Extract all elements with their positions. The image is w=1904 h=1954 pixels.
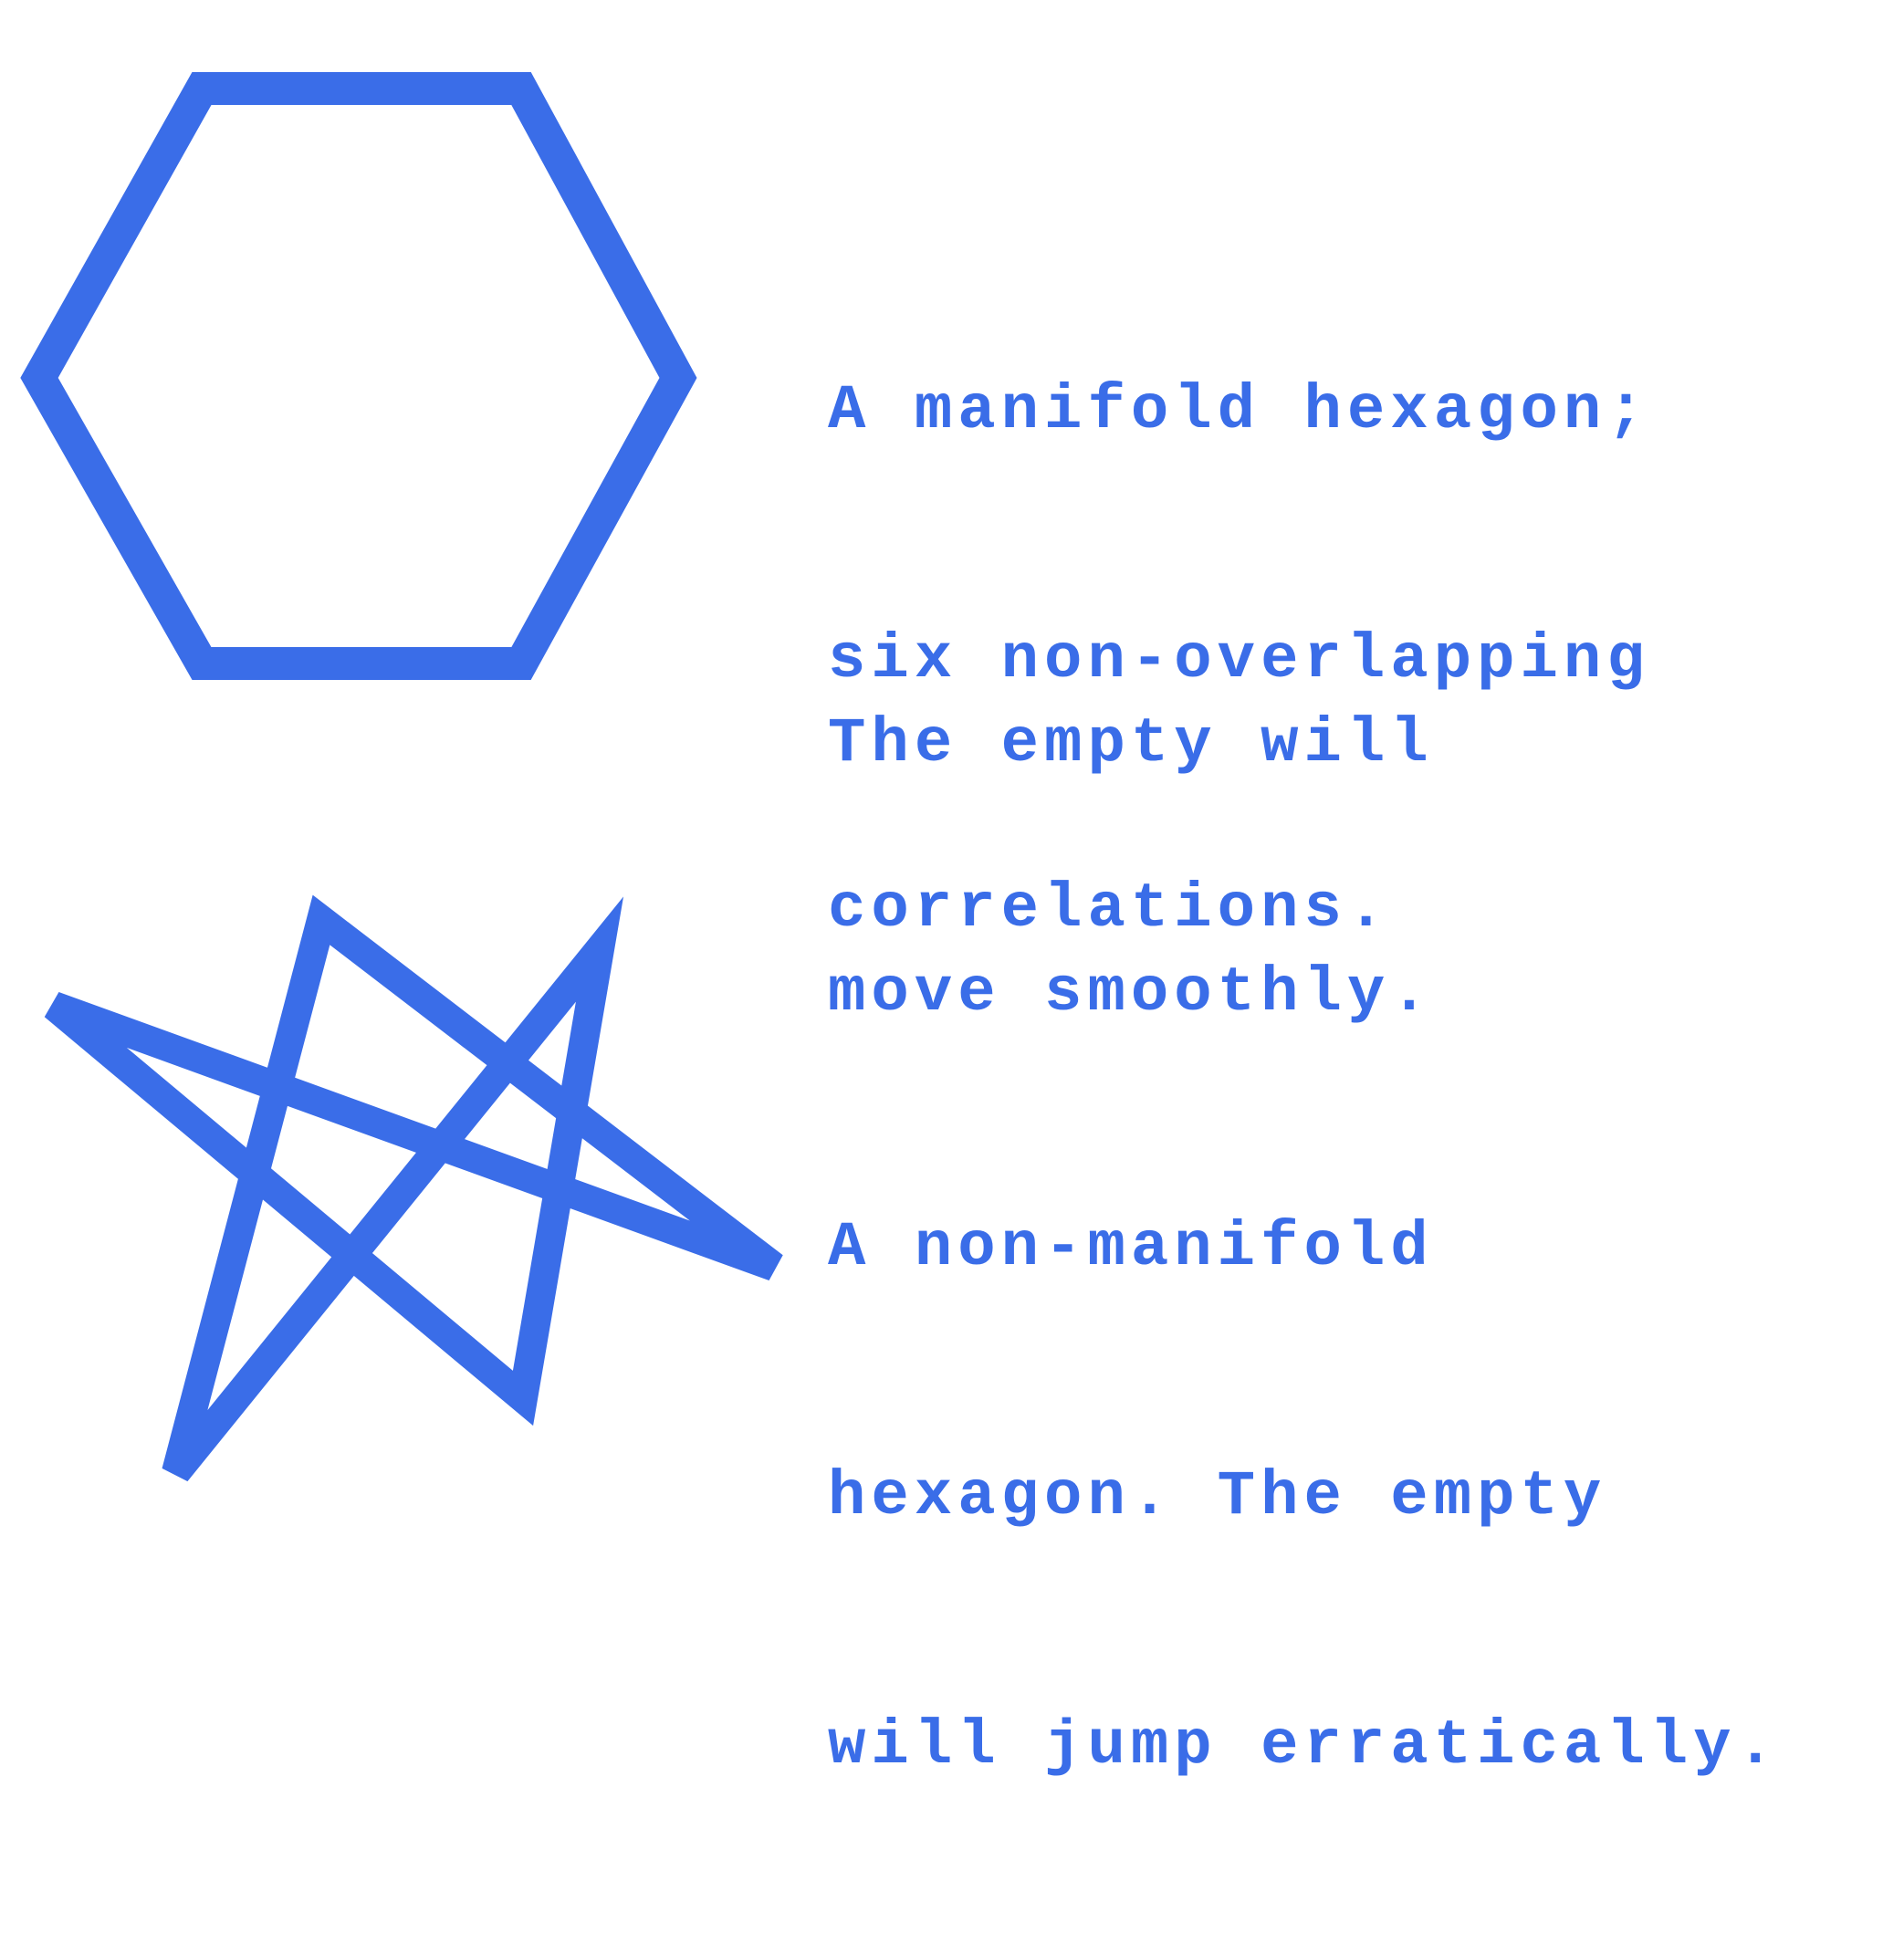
caption-line: hexagon. The empty bbox=[828, 1461, 1607, 1532]
manifold-caption: A manifold hexagon; six non-overlapping … bbox=[828, 204, 1650, 1117]
caption-line: correlations. bbox=[828, 873, 1391, 945]
diagram-canvas: A manifold hexagon; six non-overlapping … bbox=[20, 72, 1774, 1782]
caption-line: move smoothly. bbox=[828, 957, 1434, 1029]
caption-line: will jump erratically. bbox=[828, 1710, 1780, 1782]
caption-line: A non-manifold bbox=[828, 1212, 1434, 1283]
manifold-behavior-caption: The empty will move smoothly. bbox=[828, 537, 1434, 1201]
caption-line: The empty will bbox=[828, 708, 1434, 779]
manifold-hexagon-shape bbox=[20, 72, 697, 680]
shapes-figure bbox=[20, 72, 783, 1482]
non-manifold-hexagon-shape bbox=[44, 894, 783, 1482]
caption-line: A manifold hexagon; bbox=[828, 375, 1650, 446]
caption-line: six non-overlapping bbox=[828, 624, 1650, 695]
non-manifold-caption: A non-manifold hexagon. The empty will j… bbox=[828, 1040, 1780, 1954]
